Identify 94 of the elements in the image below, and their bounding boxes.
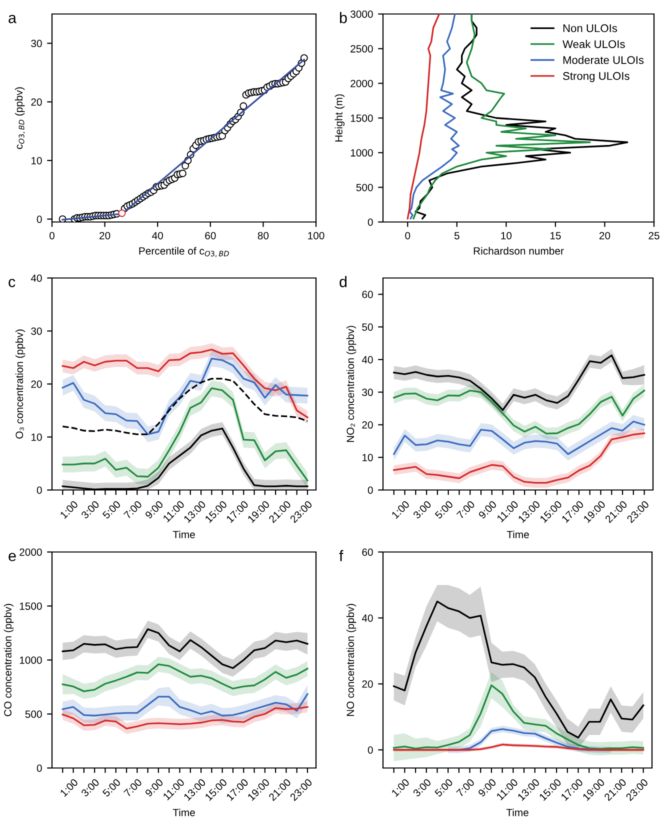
chart-title: f: [339, 550, 344, 562]
x-tick-label: 3:00: [80, 500, 100, 520]
x-tick-label: 9:00: [144, 778, 164, 798]
x-tick-label: 25: [648, 232, 660, 240]
y-tick-label: 1500: [20, 602, 42, 610]
x-tick-label: 60: [205, 232, 216, 240]
line-series: [62, 693, 308, 716]
x-tick-label: 5:00: [434, 500, 454, 520]
y-tick-label: 2000: [20, 548, 42, 556]
chart-title: d: [340, 276, 347, 288]
y-tick-label: 2000: [350, 80, 373, 88]
y-axis-title: Height (m): [334, 94, 345, 142]
y-tick-label: 0: [36, 486, 42, 494]
line-series: [62, 663, 308, 692]
y-tick-label: 2500: [350, 45, 373, 53]
x-tick-label: 20: [599, 232, 610, 240]
chart-title: e: [8, 552, 16, 562]
y-tick-label: 20: [31, 380, 42, 388]
y-tick-label: 40: [30, 274, 42, 282]
legend-label: Non ULOIs: [563, 24, 618, 32]
x-axis-title: Time: [172, 530, 195, 538]
x-tick-label: 7:00: [123, 500, 142, 520]
x-tick-label: 100: [308, 232, 324, 240]
y-tick-label: 0: [368, 746, 373, 754]
y-tick-label: 60: [362, 290, 373, 298]
line-series: [393, 420, 646, 455]
x-tick-label: 7:00: [456, 500, 476, 520]
legend-label: Strong ULOIs: [562, 72, 630, 82]
y-tick-label: 0: [368, 218, 373, 226]
y-tick-label: 50: [362, 323, 373, 331]
y-axis-title: NO₂ concentration (ppbv): [346, 326, 356, 442]
x-tick-label: 5:00: [102, 500, 121, 520]
chart-title: c: [8, 278, 16, 288]
x-tick-label: 9:00: [144, 500, 164, 520]
x-tick-label: 9:00: [478, 500, 497, 520]
y-tick-label: 1500: [350, 114, 373, 122]
x-axis-title: Percentile of c$_{O3,BD}$: [139, 246, 229, 258]
x-axis-title: Time: [172, 808, 195, 816]
y-tick-label: 10: [31, 156, 42, 164]
line-series: [393, 354, 646, 411]
y-tick-label: 40: [362, 356, 373, 364]
line-series: [393, 600, 644, 738]
y-tick-label: 20: [31, 98, 42, 106]
chart-title: a: [8, 14, 16, 24]
x-tick-label: 7:00: [123, 778, 142, 798]
x-axis-title: Richardson number: [474, 246, 564, 255]
x-tick-label: 3:00: [80, 778, 100, 798]
line-series: [406, 14, 440, 220]
y-tick-label: 30: [31, 328, 42, 335]
y-tick-label: 1000: [350, 149, 373, 157]
x-tick-label: 10: [501, 232, 512, 240]
y-tick-label: 0: [36, 216, 42, 223]
y-tick-label: 10: [31, 434, 42, 441]
line-series: [62, 628, 308, 669]
x-tick-label: 80: [258, 232, 269, 240]
y-tick-label: 1000: [20, 656, 42, 664]
y-tick-label: 30: [362, 388, 373, 396]
x-tick-label: 5:00: [102, 778, 121, 798]
y-tick-label: 0: [368, 486, 373, 494]
x-axis-title: Time: [506, 808, 528, 816]
line-series: [62, 706, 308, 730]
x-axis-title: Time: [506, 530, 529, 538]
x-tick-label: 0: [50, 232, 54, 240]
chart-title: b: [340, 12, 347, 24]
y-tick-label: 20: [362, 421, 373, 429]
y-tick-label: 0: [36, 764, 42, 772]
line-series: [408, 14, 460, 220]
y-axis-title: O₃ concentration (ppbv): [15, 330, 26, 439]
y-axis-title: CO concentration (ppbv): [4, 604, 14, 716]
line-series: [393, 684, 644, 750]
y-tick-label: 40: [362, 614, 373, 622]
legend-label: Weak ULOIs: [562, 40, 625, 48]
y-tick-label: 30: [31, 40, 42, 48]
legend-label: Moderate ULOIs: [563, 56, 644, 64]
line-series: [62, 378, 308, 436]
y-tick-label: 500: [356, 184, 373, 192]
x-tick-label: 20: [100, 232, 110, 240]
x-tick-label: 5: [454, 232, 460, 240]
line-series: [62, 358, 308, 436]
x-tick-label: 7:00: [456, 778, 475, 798]
x-tick-label: 5:00: [434, 778, 454, 798]
y-tick-label: 20: [362, 680, 373, 688]
x-tick-label: 40: [152, 232, 163, 240]
x-tick-label: 15: [550, 232, 561, 240]
x-tick-label: 0: [405, 232, 410, 240]
x-tick-label: 9:00: [478, 778, 497, 798]
x-tick-label: 3:00: [412, 778, 432, 798]
y-axis-title: NO concentration (ppbv): [346, 604, 356, 716]
y-tick-label: 3000: [350, 10, 373, 18]
y-tick-label: 60: [362, 548, 373, 556]
y-axis-title: c$_{O3,BD}$ (ppbv): [14, 87, 26, 149]
y-tick-label: 10: [362, 454, 373, 462]
y-tick-label: 500: [25, 710, 42, 718]
x-tick-label: 3:00: [412, 500, 432, 520]
